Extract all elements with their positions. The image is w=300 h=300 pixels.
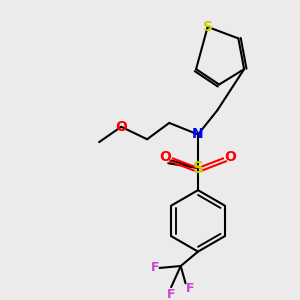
- Text: S: S: [193, 160, 203, 175]
- Text: F: F: [167, 288, 176, 300]
- Text: S: S: [202, 20, 213, 34]
- Text: O: O: [159, 149, 171, 164]
- Text: O: O: [225, 149, 237, 164]
- Text: N: N: [192, 128, 204, 142]
- Text: F: F: [151, 261, 159, 274]
- Text: O: O: [115, 120, 127, 134]
- Text: F: F: [186, 282, 195, 295]
